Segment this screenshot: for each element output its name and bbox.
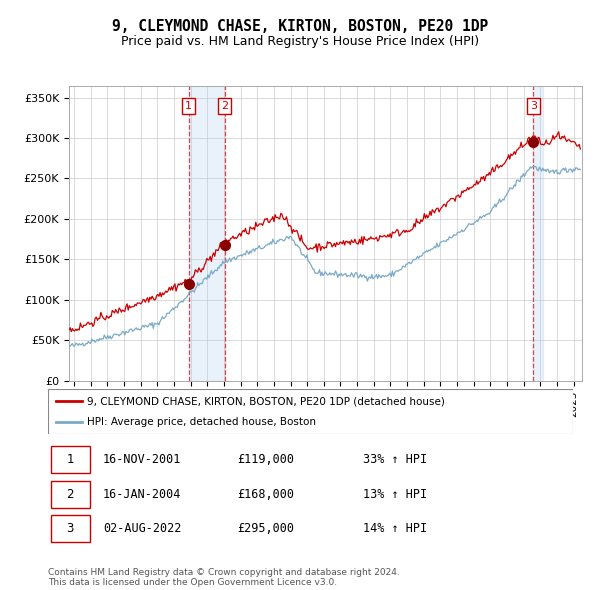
Text: 14% ↑ HPI: 14% ↑ HPI [363,522,427,535]
Text: 2: 2 [221,101,228,111]
Text: Price paid vs. HM Land Registry's House Price Index (HPI): Price paid vs. HM Land Registry's House … [121,35,479,48]
FancyBboxPatch shape [50,515,90,542]
Text: 33% ↑ HPI: 33% ↑ HPI [363,453,427,466]
Text: £168,000: £168,000 [237,487,294,501]
Text: 02-AUG-2022: 02-AUG-2022 [103,522,182,535]
Text: 2: 2 [67,487,74,501]
FancyBboxPatch shape [50,446,90,473]
Text: 16-NOV-2001: 16-NOV-2001 [103,453,182,466]
Text: 13% ↑ HPI: 13% ↑ HPI [363,487,427,501]
Text: £119,000: £119,000 [237,453,294,466]
Text: £295,000: £295,000 [237,522,294,535]
Text: Contains HM Land Registry data © Crown copyright and database right 2024.
This d: Contains HM Land Registry data © Crown c… [48,568,400,587]
Text: 16-JAN-2004: 16-JAN-2004 [103,487,182,501]
Text: 3: 3 [67,522,74,535]
Text: 1: 1 [185,101,192,111]
Text: 9, CLEYMOND CHASE, KIRTON, BOSTON, PE20 1DP: 9, CLEYMOND CHASE, KIRTON, BOSTON, PE20 … [112,19,488,34]
FancyBboxPatch shape [48,389,573,434]
Text: 9, CLEYMOND CHASE, KIRTON, BOSTON, PE20 1DP (detached house): 9, CLEYMOND CHASE, KIRTON, BOSTON, PE20 … [88,396,445,407]
Text: 3: 3 [530,101,537,111]
FancyBboxPatch shape [50,481,90,507]
Bar [188,86,224,381]
Text: HPI: Average price, detached house, Boston: HPI: Average price, detached house, Bost… [88,417,316,427]
Text: 1: 1 [67,453,74,466]
Bar [533,86,542,381]
